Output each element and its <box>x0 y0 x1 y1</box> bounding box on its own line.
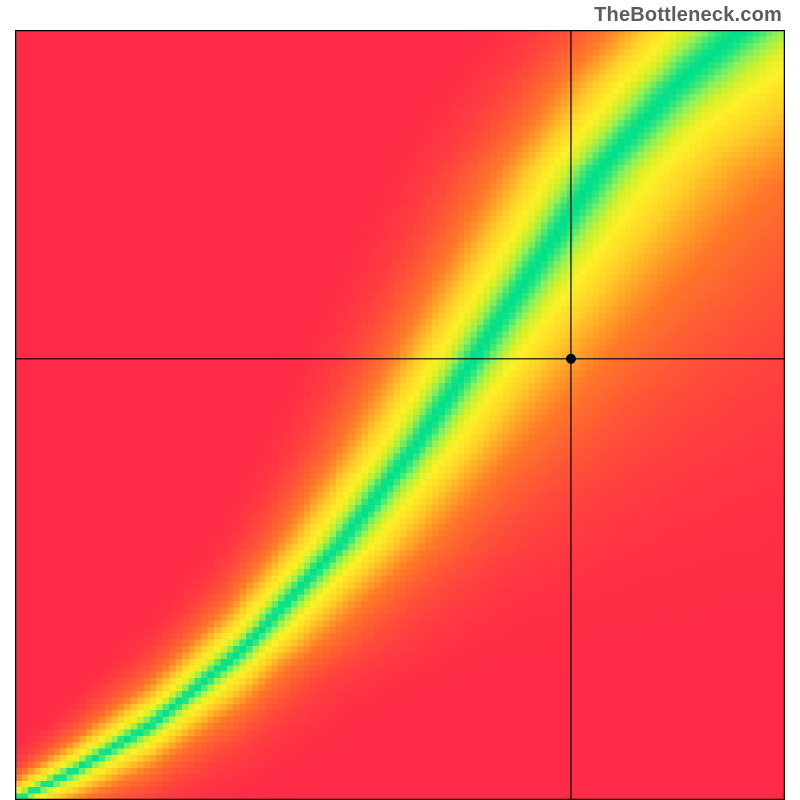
bottleneck-heatmap <box>15 30 785 800</box>
chart-container: TheBottleneck.com <box>0 0 800 800</box>
attribution-text: TheBottleneck.com <box>594 4 782 27</box>
crosshair-marker <box>566 354 576 364</box>
